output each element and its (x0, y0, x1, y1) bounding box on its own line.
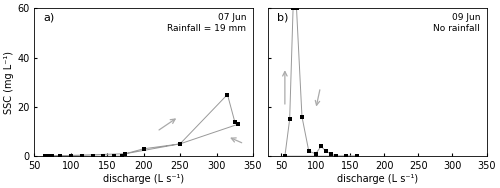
Text: b): b) (276, 13, 288, 23)
Text: 07 Jun
Rainfall = 19 mm: 07 Jun Rainfall = 19 mm (168, 13, 246, 33)
Text: 09 Jun
No rainfall: 09 Jun No rainfall (434, 13, 480, 33)
X-axis label: discharge (L s⁻¹): discharge (L s⁻¹) (336, 174, 417, 184)
Y-axis label: SSC (mg L⁻¹): SSC (mg L⁻¹) (4, 51, 14, 114)
X-axis label: discharge (L s⁻¹): discharge (L s⁻¹) (103, 174, 184, 184)
Text: a): a) (43, 13, 54, 23)
